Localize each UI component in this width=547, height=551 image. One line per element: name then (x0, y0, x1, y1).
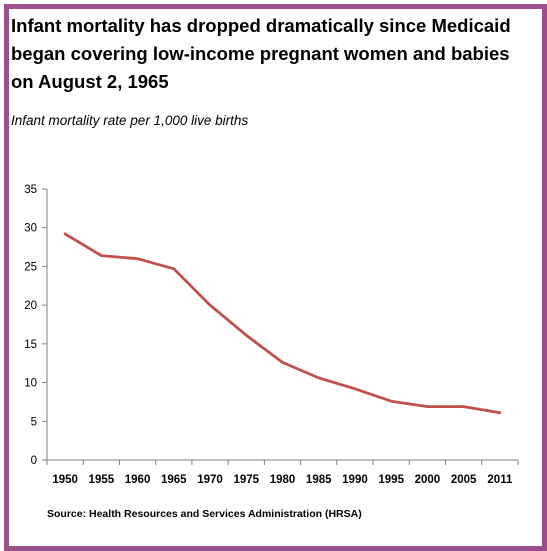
series-line (63, 232, 502, 415)
x-tick-label: 2000 (415, 474, 441, 486)
data-point (281, 361, 284, 364)
x-tick-label: 1990 (342, 474, 368, 486)
data-point (172, 267, 176, 270)
x-tick-label: 1970 (197, 474, 223, 486)
x-tick-label: 1985 (306, 474, 332, 486)
data-point (462, 405, 465, 408)
x-tick-label: 2011 (487, 474, 513, 486)
source-note: Source: Health Resources and Services Ad… (47, 508, 362, 520)
x-tick-label: 2005 (451, 474, 477, 486)
y-tick-label: 20 (24, 300, 37, 312)
data-point (353, 387, 357, 390)
y-tick-label: 15 (24, 339, 37, 351)
data-point (208, 303, 212, 307)
x-tick-label: 1980 (270, 474, 296, 486)
y-tick-label: 0 (31, 455, 37, 467)
data-point (100, 254, 103, 257)
data-point (63, 232, 67, 236)
x-tick-label: 1995 (378, 474, 404, 486)
data-point (317, 376, 320, 380)
y-tick-label: 30 (24, 223, 37, 235)
data-point (245, 334, 248, 337)
chart-title: Infant mortality has dropped dramaticall… (11, 15, 511, 92)
x-tick-label: 1950 (52, 474, 78, 486)
data-point (426, 405, 429, 408)
x-tick-label: 1955 (89, 474, 115, 486)
chart-subtitle: Infant mortality rate per 1,000 live bir… (11, 113, 249, 128)
x-tick-label: 1960 (125, 474, 151, 486)
data-point (389, 399, 393, 403)
y-tick-label: 5 (31, 416, 37, 428)
y-tick-label: 10 (24, 378, 37, 390)
data-point (498, 411, 502, 414)
y-tick-label: 25 (24, 261, 37, 273)
x-tick-label: 1965 (161, 474, 187, 486)
series-group (63, 232, 502, 415)
x-tick-label: 1975 (233, 474, 259, 486)
y-tick-label: 35 (24, 184, 37, 196)
y-axis: 0 5 10 15 20 25 30 35 (24, 184, 48, 467)
data-point (136, 257, 139, 260)
x-axis: 1950 1955 1960 1965 1970 1975 1980 1985 1990 1995… (46, 459, 519, 486)
